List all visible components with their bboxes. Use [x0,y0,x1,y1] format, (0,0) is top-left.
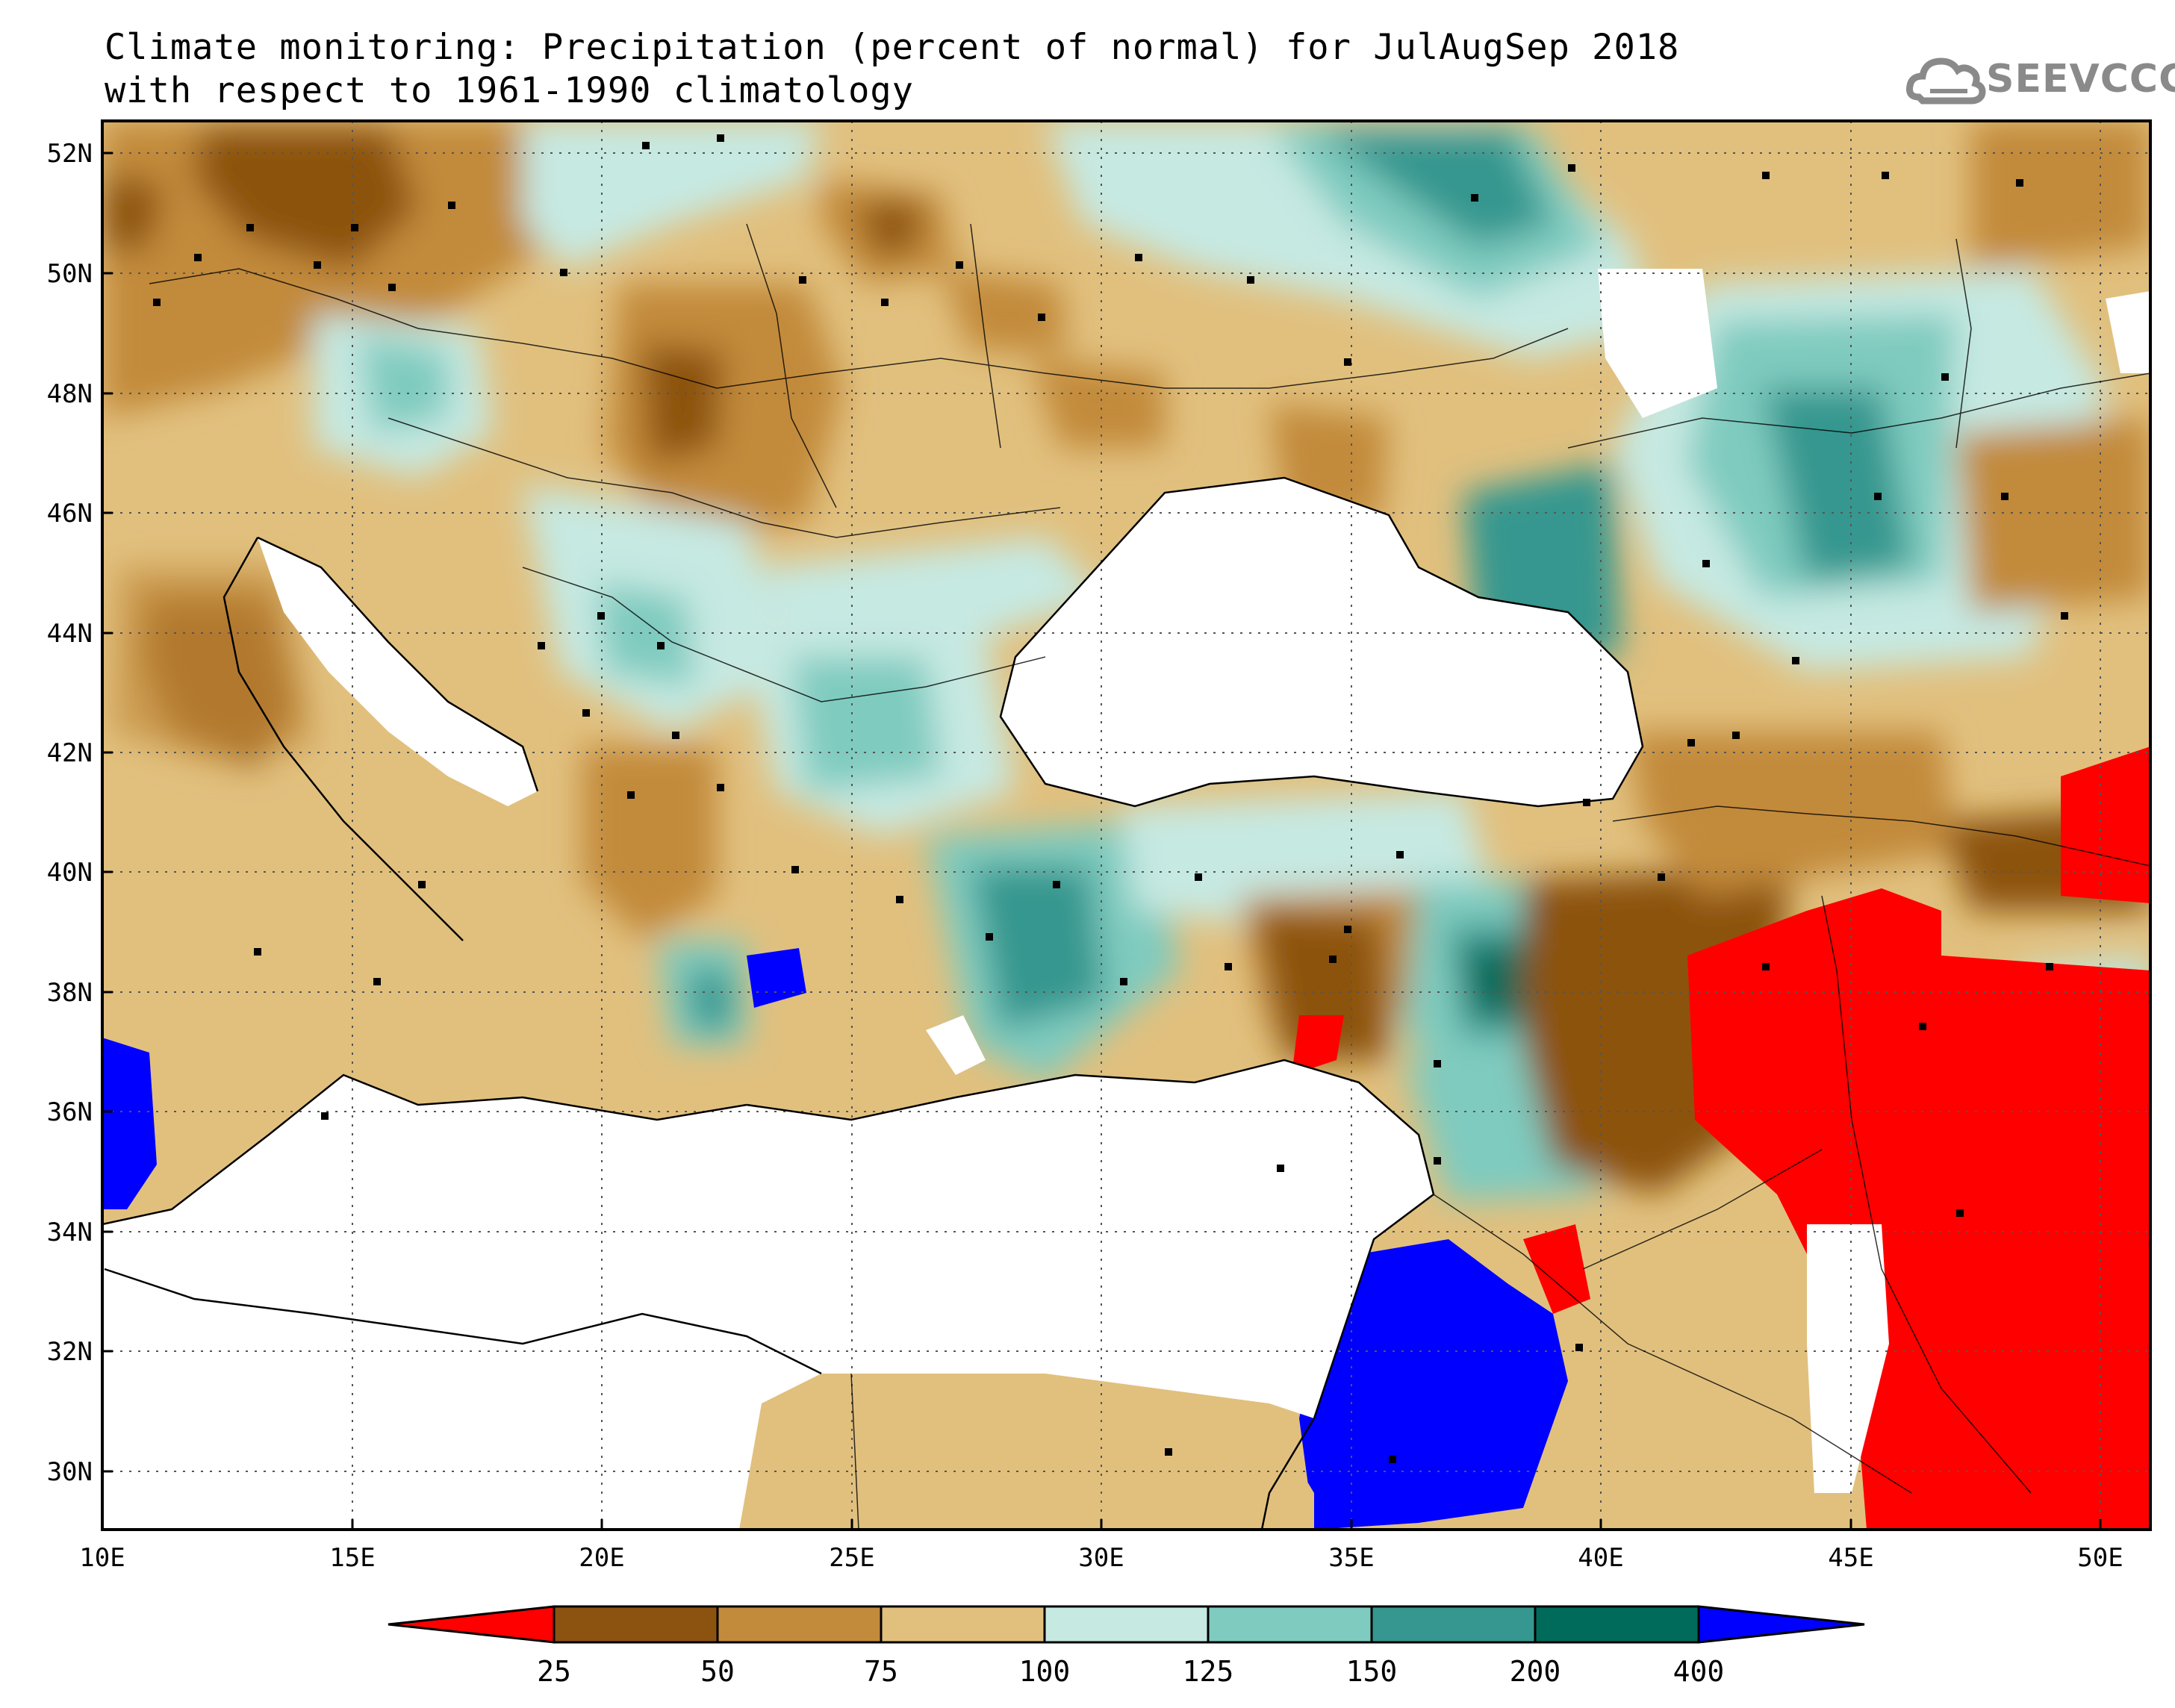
colorbar-swatch [1043,1605,1210,1644]
y-tick-label: 44N [47,619,93,649]
colorbar-label: 125 [1183,1655,1234,1688]
map-frame [101,119,2152,1531]
colorbar-swatch-gt400 [1697,1605,1865,1644]
x-tick-label: 15E [329,1543,375,1573]
x-tick-label: 45E [1828,1543,1873,1573]
y-tick-label: 38N [47,978,93,1008]
colorbar-swatch [1207,1605,1373,1644]
y-tick-label: 32N [47,1337,93,1367]
axis-ticks [101,152,2102,1530]
x-tick-label: 10E [79,1543,125,1573]
y-tick-label: 34N [47,1218,93,1247]
colorbar-label: 400 [1673,1655,1725,1688]
grid-lines [102,121,2150,1530]
colorbar-swatch [553,1605,719,1644]
cloud-icon [1906,57,1986,105]
coastlines [102,476,1644,1530]
colorbar-swatch [1534,1605,1700,1644]
map-subtitle: with respect to 1961-1990 climatology [105,70,914,111]
colorbar-swatch-lt25 [388,1605,556,1644]
map-title: Climate monitoring: Precipitation (perce… [105,27,1680,68]
colorbar-label: 25 [537,1655,571,1688]
brand-logo-text: SEEVCCC [1986,57,2175,102]
x-tick-label: 35E [1328,1543,1374,1573]
colorbar-label: 150 [1346,1655,1398,1688]
colorbar-label: 50 [700,1655,735,1688]
y-tick-label: 46N [47,499,93,529]
colorbar-swatch [1370,1605,1537,1644]
y-tick-label: 30N [47,1457,93,1487]
y-tick-label: 50N [47,259,93,289]
x-axis-labels: 10E 15E 20E 25E 30E 35E 40E 45E 50E [79,1543,2123,1573]
y-tick-label: 36N [47,1097,93,1127]
colorbar-label: 75 [864,1655,898,1688]
y-tick-label: 52N [47,139,93,169]
colorbar-swatch [716,1605,883,1644]
y-tick-label: 48N [47,379,93,409]
colorbar-swatch [880,1605,1046,1644]
country-borders [149,223,2150,1530]
y-axis-labels: 52N 50N 48N 46N 44N 42N 40N 38N 36N 34N … [47,139,93,1487]
y-tick-label: 42N [47,738,93,768]
x-tick-label: 20E [579,1543,624,1573]
colorbar: 25 50 75 100 125 150 200 400 [388,1605,1865,1688]
colorbar-label: 100 [1019,1655,1071,1688]
x-tick-label: 50E [2077,1543,2123,1573]
y-tick-label: 40N [47,858,93,888]
x-tick-label: 40E [1578,1543,1623,1573]
x-tick-label: 30E [1078,1543,1124,1573]
x-tick-label: 25E [829,1543,874,1573]
station-markers [153,134,2068,1463]
colorbar-label: 200 [1510,1655,1561,1688]
precipitation-field [102,121,2150,1530]
